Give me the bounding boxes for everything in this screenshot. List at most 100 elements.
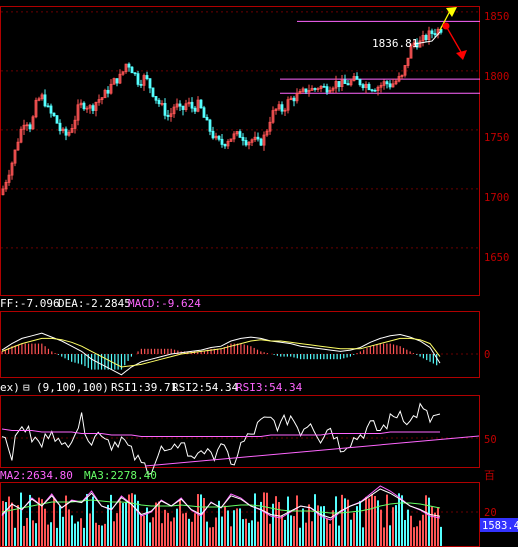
volume-bar bbox=[164, 509, 166, 546]
candle-body bbox=[142, 75, 146, 86]
candle-body bbox=[166, 114, 170, 117]
volume-bar bbox=[32, 520, 34, 546]
volume-bar bbox=[26, 517, 28, 546]
volume-header: MA2:2634.80 MA3:2278.40 bbox=[0, 469, 157, 482]
candle-body bbox=[406, 57, 410, 66]
volume-bar bbox=[272, 503, 274, 546]
candle-body bbox=[328, 89, 332, 93]
volume-bar bbox=[209, 527, 211, 546]
candle-body bbox=[34, 99, 38, 118]
volume-bar bbox=[143, 515, 145, 546]
candle-body bbox=[268, 121, 272, 132]
volume-bar bbox=[29, 494, 31, 546]
rsi-trend-line bbox=[144, 435, 480, 467]
macd-diff-label: FF:-7.096 bbox=[0, 297, 60, 310]
volume-bar bbox=[326, 518, 328, 546]
candle-body bbox=[340, 79, 344, 88]
volume-bar bbox=[89, 513, 91, 546]
vol-ma3-label: MA3:2278.40 bbox=[84, 469, 157, 482]
candle-body bbox=[10, 162, 14, 176]
volume-bar bbox=[137, 500, 139, 546]
volume-bar bbox=[92, 496, 94, 546]
volume-bar bbox=[425, 495, 427, 546]
volume-bar bbox=[401, 495, 403, 546]
candle-body bbox=[283, 109, 287, 112]
volume-bar bbox=[227, 510, 229, 546]
candle-body bbox=[286, 99, 290, 111]
candle-body bbox=[4, 182, 8, 190]
candle-body bbox=[313, 88, 317, 90]
volume-bar bbox=[41, 499, 43, 546]
candle-body bbox=[211, 130, 215, 139]
candle-body bbox=[265, 130, 269, 136]
volume-bar bbox=[254, 493, 256, 546]
volume-bar bbox=[311, 521, 313, 546]
volume-bar bbox=[95, 522, 97, 546]
candle-body bbox=[106, 89, 110, 94]
candle-body bbox=[307, 90, 311, 93]
volume-bar bbox=[221, 516, 223, 546]
volume-bar bbox=[359, 500, 361, 546]
volume-bar bbox=[233, 510, 235, 546]
volume-bar bbox=[62, 516, 64, 546]
candle-body bbox=[280, 104, 284, 112]
candle-body bbox=[205, 117, 209, 121]
rsi-params-label: (9,100,100) bbox=[36, 381, 109, 394]
candle-body bbox=[121, 71, 125, 75]
candle-body bbox=[295, 93, 299, 102]
candle-body bbox=[202, 107, 206, 118]
macd-dea-line bbox=[1, 337, 441, 368]
volume-bar bbox=[140, 515, 142, 546]
candle-body bbox=[127, 63, 131, 68]
macd-diff-line bbox=[1, 332, 441, 376]
candle-body bbox=[397, 76, 401, 82]
volume-bar bbox=[125, 501, 127, 546]
volume-bar bbox=[47, 524, 49, 546]
candle-body bbox=[367, 83, 371, 91]
candle-body bbox=[196, 99, 200, 112]
volume-bar bbox=[317, 505, 319, 546]
macd-panel-frame bbox=[0, 311, 480, 378]
volume-bar bbox=[59, 505, 61, 546]
candle-body bbox=[355, 76, 359, 80]
candle-body bbox=[88, 105, 92, 109]
candle-body bbox=[58, 122, 62, 132]
macd-header: FF:-7.096 DEA:-2.2845 MACD:-9.624 bbox=[0, 297, 201, 310]
volume-bar bbox=[407, 509, 409, 546]
macd-lines bbox=[1, 332, 441, 376]
candle-body bbox=[241, 136, 245, 141]
volume-bar bbox=[440, 526, 442, 546]
candlestick-series bbox=[1, 26, 443, 196]
volume-bar bbox=[230, 526, 232, 546]
volume-bar bbox=[245, 518, 247, 546]
volume-bar bbox=[329, 523, 331, 546]
volume-bar bbox=[176, 508, 178, 546]
candle-body bbox=[82, 102, 86, 110]
candle-body bbox=[361, 84, 365, 89]
volume-bar bbox=[428, 497, 430, 546]
volume-bar bbox=[389, 525, 391, 546]
candle-body bbox=[187, 101, 191, 105]
volume-bar bbox=[416, 526, 418, 546]
candle-body bbox=[208, 119, 212, 132]
candle-body bbox=[229, 138, 233, 142]
volume-bar bbox=[200, 494, 202, 546]
candle-body bbox=[250, 139, 254, 143]
candle-body bbox=[277, 104, 281, 110]
rsi-collapse-icon[interactable]: ⊟ bbox=[23, 381, 30, 394]
candle-body bbox=[310, 88, 314, 91]
candle-body bbox=[418, 40, 422, 48]
volume-bar bbox=[5, 502, 7, 546]
volume-bar bbox=[305, 522, 307, 546]
candle-body bbox=[157, 99, 161, 105]
price-tick-label: 1700 bbox=[484, 192, 509, 204]
candle-body bbox=[7, 174, 11, 183]
volume-bar bbox=[257, 521, 259, 546]
rsi2-line bbox=[1, 428, 440, 437]
candle-body bbox=[109, 83, 113, 94]
volume-bar bbox=[98, 525, 100, 546]
candle-body bbox=[52, 112, 56, 117]
volume-bars bbox=[2, 492, 442, 546]
volume-bar bbox=[413, 527, 415, 546]
